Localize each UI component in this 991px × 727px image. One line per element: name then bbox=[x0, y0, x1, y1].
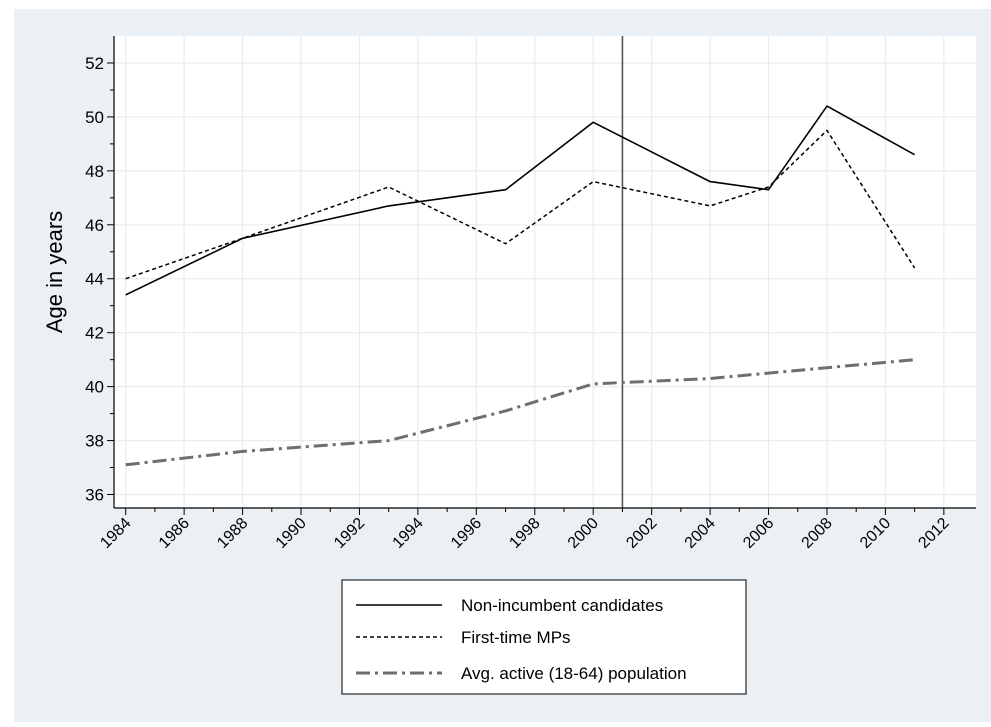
legend-label-1: Non-incumbent candidates bbox=[461, 596, 663, 615]
y-axis: 36 38 40 42 44 46 48 50 52 bbox=[85, 36, 115, 508]
legend: Non-incumbent candidates First-time MPs Av… bbox=[341, 579, 747, 695]
y-tick-label-48: 48 bbox=[85, 162, 104, 181]
plot-area bbox=[114, 36, 976, 508]
series-line-2 bbox=[125, 129, 916, 280]
y-tick-label-42: 42 bbox=[85, 324, 104, 343]
y-axis-label: Age in years bbox=[42, 211, 67, 333]
series-layer bbox=[125, 105, 916, 467]
y-tick-label-44: 44 bbox=[85, 270, 104, 289]
legend-label-2: First-time MPs bbox=[461, 628, 571, 647]
series-line-3 bbox=[125, 358, 915, 467]
y-tick-label-50: 50 bbox=[85, 108, 104, 127]
series-line-1 bbox=[125, 105, 915, 296]
legend-box bbox=[341, 579, 747, 695]
y-tick-label-52: 52 bbox=[85, 54, 104, 73]
legend-label-3: Avg. active (18-64) population bbox=[461, 664, 687, 683]
grid-layer bbox=[114, 36, 976, 508]
y-tick-label-38: 38 bbox=[85, 432, 104, 451]
y-tick-label-40: 40 bbox=[85, 378, 104, 397]
y-tick-label-46: 46 bbox=[85, 216, 104, 235]
y-tick-label-36: 36 bbox=[85, 486, 104, 505]
